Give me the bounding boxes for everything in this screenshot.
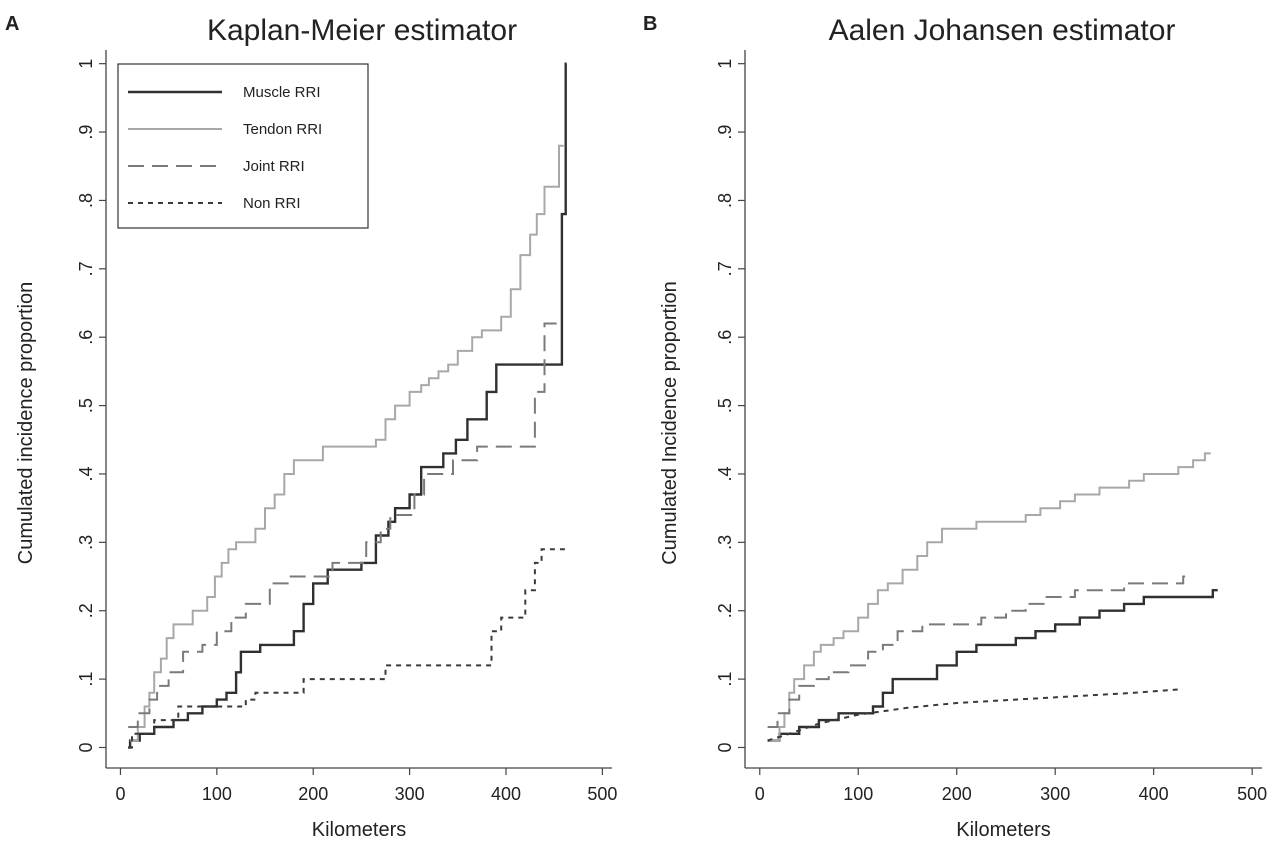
x-tick-label: 400	[491, 784, 521, 804]
x-tick-label: 300	[1040, 784, 1070, 804]
panel-letter: B	[643, 13, 657, 35]
x-tick-label: 400	[1139, 784, 1169, 804]
y-tick-label: .5	[715, 398, 735, 413]
y-tick-label: .4	[76, 466, 96, 481]
y-tick-label: 0	[76, 742, 96, 752]
series-line-muscle-rri	[128, 62, 567, 749]
x-axis-label: Kilometers	[956, 819, 1050, 841]
y-tick-label: 0	[715, 742, 735, 752]
series-line-non-rri	[128, 548, 569, 749]
y-tick-label: .9	[715, 125, 735, 140]
x-axis-label: Kilometers	[312, 819, 406, 841]
x-tick-label: 0	[755, 784, 765, 804]
legend-label: Tendon RRI	[243, 121, 322, 138]
y-tick-label: 1	[76, 59, 96, 69]
x-tick-label: 300	[395, 784, 425, 804]
y-tick-label: .1	[76, 672, 96, 687]
y-tick-label: .8	[715, 193, 735, 208]
chart-panel-b: B Aalen Johansen estimator 0 .1 .2 .3 .4 .5 .6 .7…	[643, 13, 1267, 841]
panel-letter: A	[5, 13, 19, 35]
y-tick-label: .2	[76, 603, 96, 618]
chart-panel-a: A Kaplan-Meier estimator 0 .1 .2 .3 .4 .5 .6 .7 .8…	[5, 13, 617, 841]
y-axis-label: Cumulated incidence proportion	[15, 282, 37, 564]
series-line-non-rri	[767, 688, 1179, 742]
legend-label: Joint RRI	[243, 158, 305, 175]
chart-title: Aalen Johansen estimator	[829, 14, 1176, 47]
x-tick-label: 0	[115, 784, 125, 804]
y-tick-label: .6	[715, 330, 735, 345]
y-tick-label: .2	[715, 603, 735, 618]
series-line-muscle-rri	[767, 589, 1218, 742]
series-line-tendon-rri	[769, 452, 1211, 742]
chart-title: Kaplan-Meier estimator	[207, 14, 517, 47]
series-line-joint-rri	[128, 322, 559, 728]
y-tick-label: .7	[715, 261, 735, 276]
y-tick-label: .7	[76, 261, 96, 276]
y-tick-label: .6	[76, 330, 96, 345]
legend-label: Muscle RRI	[243, 84, 321, 101]
y-tick-label: .4	[715, 466, 735, 481]
y-tick-label: .3	[715, 535, 735, 550]
y-axis-label: Cumulated Incidence proportion	[659, 281, 681, 565]
y-tick-label: .1	[715, 672, 735, 687]
y-tick-label: .8	[76, 193, 96, 208]
x-tick-label: 200	[298, 784, 328, 804]
x-tick-label: 200	[942, 784, 972, 804]
y-tick-label: 1	[715, 59, 735, 69]
series-line-joint-rri	[767, 575, 1189, 728]
y-tick-label: .9	[76, 125, 96, 140]
x-tick-label: 500	[587, 784, 617, 804]
x-tick-label: 100	[843, 784, 873, 804]
series-line-tendon-rri	[130, 144, 564, 742]
legend-label: Non RRI	[243, 195, 301, 212]
x-tick-label: 100	[202, 784, 232, 804]
y-tick-label: .3	[76, 535, 96, 550]
legend: Muscle RRI Tendon RRI Joint RRI Non RRI	[117, 63, 369, 229]
y-tick-label: .5	[76, 398, 96, 413]
x-tick-label: 500	[1237, 784, 1267, 804]
